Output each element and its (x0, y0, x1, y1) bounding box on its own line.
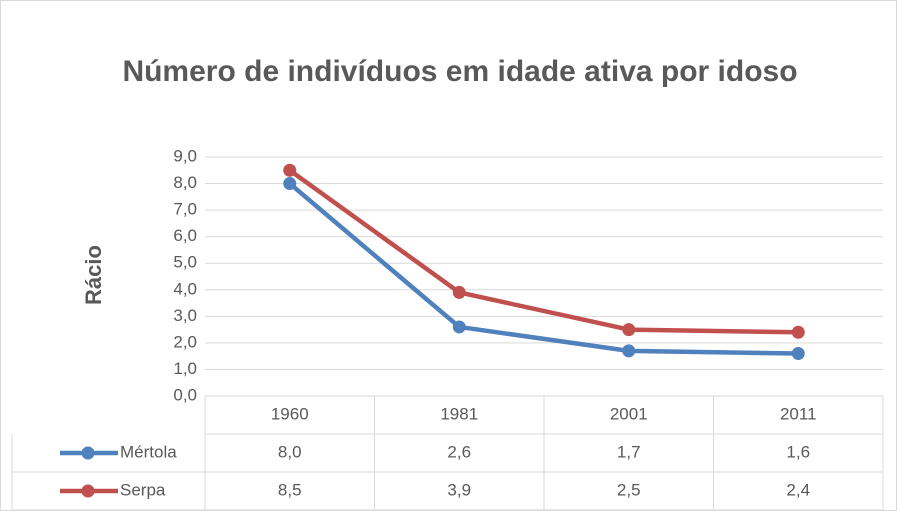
table-value: 2,6 (447, 442, 471, 461)
chart-title: Número de indivíduos em idade ativa por … (122, 55, 798, 88)
table-value: 2,5 (617, 480, 641, 499)
legend-label: Serpa (120, 480, 166, 499)
point (452, 285, 466, 299)
table-value: 1,7 (617, 442, 641, 461)
y-tick-label: 5,0 (173, 253, 197, 272)
point (791, 347, 805, 361)
table-value: 1,6 (786, 442, 810, 461)
x-tick-label: 1960 (271, 404, 309, 423)
y-tick-label: 9,0 (173, 146, 197, 165)
table-value: 2,4 (786, 480, 810, 499)
legend-key-marker (81, 446, 95, 460)
y-tick-label: 0,0 (173, 385, 197, 404)
y-tick-label: 8,0 (173, 173, 197, 192)
series-line (288, 168, 799, 335)
point (791, 325, 805, 339)
table-value: 3,9 (447, 480, 471, 499)
y-tick-label: 4,0 (173, 279, 197, 298)
point (622, 323, 636, 337)
table-value: 8,5 (278, 480, 302, 499)
table-value: 8,0 (278, 442, 302, 461)
point (283, 177, 297, 191)
x-tick-label: 1981 (440, 404, 478, 423)
point (452, 320, 466, 334)
series-line (288, 181, 799, 356)
y-tick-label: 1,0 (173, 359, 197, 378)
point (622, 344, 636, 358)
legend-label: Mértola (120, 442, 177, 461)
y-tick-label: 3,0 (173, 306, 197, 325)
x-tick-label: 2011 (780, 404, 817, 423)
y-tick-label: 2,0 (173, 332, 197, 351)
legend-key-marker (81, 484, 95, 498)
point (283, 163, 297, 177)
x-tick-label: 2001 (610, 404, 648, 423)
y-tick-label: 6,0 (173, 226, 197, 245)
y-axis-label: Rácio (81, 245, 106, 305)
y-tick-label: 7,0 (173, 200, 197, 219)
